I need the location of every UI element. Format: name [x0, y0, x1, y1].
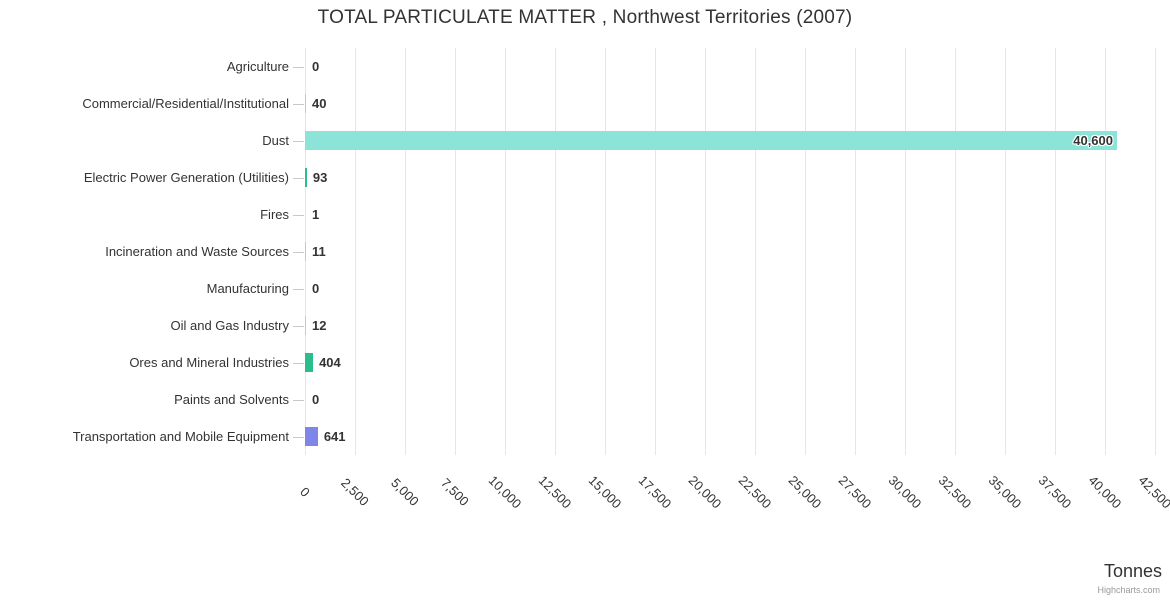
gridline	[605, 48, 606, 455]
x-axis-label: 25,000	[785, 472, 825, 512]
gridline	[655, 48, 656, 455]
x-axis-label: 17,500	[635, 472, 675, 512]
bar-commercial-residential-institutional[interactable]	[305, 94, 306, 113]
category-label-transportation-and-mobile-equipment: Transportation and Mobile Equipment	[72, 428, 289, 444]
chart-title: TOTAL PARTICULATE MATTER , Northwest Ter…	[317, 7, 853, 28]
value-label-dust: 40,600	[1073, 132, 1113, 148]
gridline	[505, 48, 506, 455]
y-axis-tick	[293, 362, 304, 364]
gridline	[405, 48, 406, 455]
x-axis-label: 15,000	[585, 472, 625, 512]
gridline	[905, 48, 906, 455]
x-axis-label: 20,000	[685, 472, 725, 512]
x-axis-label: 7,500	[438, 475, 472, 509]
value-label-commercial-residential-institutional: 40	[312, 95, 327, 111]
y-axis-tick	[293, 288, 304, 290]
x-axis-label: 22,500	[735, 472, 775, 512]
gridline	[555, 48, 556, 455]
category-label-agriculture: Agriculture	[226, 58, 289, 74]
value-label-incineration-and-waste-sources: 11	[312, 243, 326, 259]
gridline	[955, 48, 956, 455]
y-axis-tick	[293, 140, 304, 142]
y-axis-tick	[293, 251, 304, 253]
category-label-electric-power-generation-utilities: Electric Power Generation (Utilities)	[83, 169, 289, 185]
category-label-dust: Dust	[262, 132, 289, 148]
bar-dust[interactable]	[305, 131, 1117, 150]
highcharts-credit-link[interactable]: Highcharts.com	[1097, 585, 1160, 595]
category-label-ores-and-mineral-industries: Ores and Mineral Industries	[129, 354, 289, 370]
gridline	[855, 48, 856, 455]
gridline	[305, 48, 306, 455]
value-label-manufacturing: 0	[312, 280, 320, 296]
gridline	[1005, 48, 1006, 455]
category-label-oil-and-gas-industry: Oil and Gas Industry	[170, 317, 290, 333]
x-axis-label: 10,000	[485, 472, 525, 512]
y-axis-tick	[293, 399, 304, 401]
gridline	[1055, 48, 1056, 455]
x-axis-label: 2,500	[338, 475, 372, 509]
x-axis-label: 37,500	[1035, 472, 1075, 512]
x-axis-label: 27,500	[835, 472, 875, 512]
value-label-oil-and-gas-industry: 12	[312, 317, 327, 333]
x-axis-label: 35,000	[985, 472, 1025, 512]
category-label-manufacturing: Manufacturing	[206, 280, 289, 296]
x-axis-label: 0	[297, 484, 313, 500]
gridline	[1155, 48, 1156, 455]
gridline	[805, 48, 806, 455]
category-label-incineration-and-waste-sources: Incineration and Waste Sources	[105, 243, 289, 259]
category-label-commercial-residential-institutional: Commercial/Residential/Institutional	[82, 95, 289, 111]
value-label-paints-and-solvents: 0	[312, 391, 320, 407]
bar-electric-power-generation-utilities[interactable]	[305, 168, 307, 187]
x-axis-label: 40,000	[1085, 472, 1125, 512]
value-label-transportation-and-mobile-equipment: 641	[323, 428, 346, 444]
value-label-fires: 1	[312, 206, 320, 222]
y-axis-tick	[293, 436, 304, 438]
gridline	[1105, 48, 1106, 455]
category-label-paints-and-solvents: Paints and Solvents	[174, 391, 289, 407]
y-axis-tick	[293, 177, 304, 179]
gridline	[355, 48, 356, 455]
gridline	[705, 48, 706, 455]
y-axis-tick	[293, 325, 304, 327]
y-axis-tick	[293, 214, 304, 216]
value-label-agriculture: 0	[312, 58, 320, 74]
x-axis-label: 5,000	[388, 475, 422, 509]
x-axis-label: 32,500	[935, 472, 975, 512]
gridline	[455, 48, 456, 455]
value-label-electric-power-generation-utilities: 93	[312, 169, 328, 185]
bar-transportation-and-mobile-equipment[interactable]	[305, 427, 318, 446]
x-axis-title: Tonnes	[1103, 561, 1162, 581]
bar-ores-and-mineral-industries[interactable]	[305, 353, 314, 372]
category-label-fires: Fires	[260, 206, 289, 222]
y-axis-tick	[293, 103, 304, 105]
gridline	[755, 48, 756, 455]
x-axis-label: 12,500	[535, 472, 575, 512]
x-axis-label: 30,000	[885, 472, 925, 512]
x-axis-label: 42,500	[1135, 472, 1170, 512]
value-label-ores-and-mineral-industries: 404	[319, 354, 341, 370]
y-axis-tick	[293, 66, 304, 68]
